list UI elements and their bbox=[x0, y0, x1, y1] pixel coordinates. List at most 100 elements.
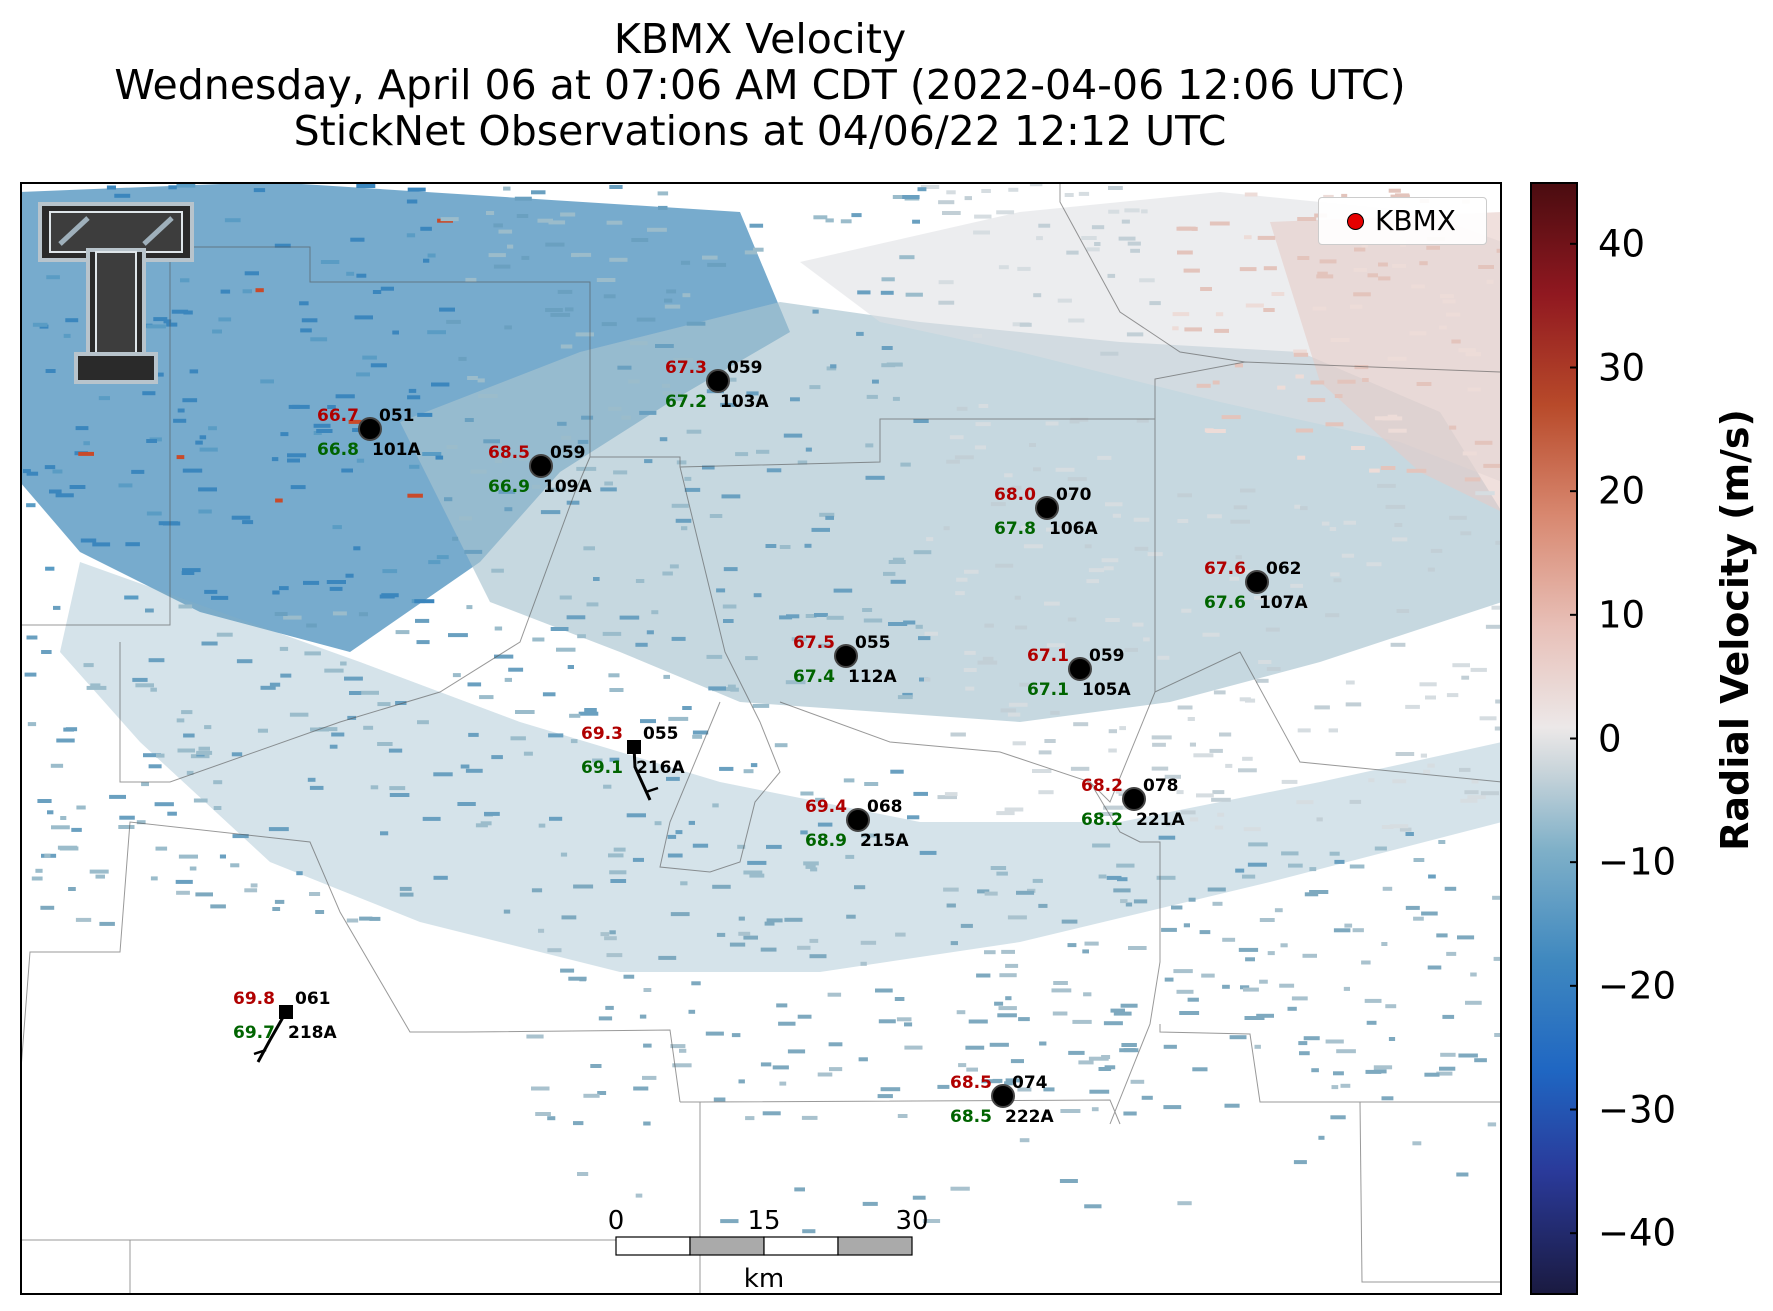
station-107A[interactable]: 67.6 062 67.6 107A bbox=[1204, 559, 1308, 613]
radar-gate bbox=[1310, 380, 1325, 385]
radar-gate bbox=[260, 685, 276, 690]
radar-gate bbox=[729, 942, 746, 947]
radar-gate bbox=[242, 520, 254, 525]
radar-gate bbox=[178, 604, 193, 609]
radar-gate bbox=[826, 615, 844, 620]
radar-gate bbox=[1052, 1011, 1068, 1016]
station-218A[interactable]: 69.8 061 69.7 218A bbox=[233, 989, 337, 1063]
radar-gate bbox=[436, 555, 449, 560]
radar-gate bbox=[865, 443, 874, 448]
radar-gate bbox=[362, 355, 377, 360]
radar-gate bbox=[1163, 1044, 1177, 1049]
radar-gate bbox=[1259, 918, 1275, 922]
radar-gate bbox=[602, 631, 622, 636]
radar-gate bbox=[1184, 327, 1202, 332]
radar-gate bbox=[439, 307, 455, 312]
radar-gate bbox=[655, 344, 674, 348]
radar-gate bbox=[713, 1097, 726, 1102]
radar-gate bbox=[632, 857, 644, 862]
radar-map[interactable]: 66.7 051 66.8 101A 67.3 059 67.2 103A 68.5 059 66.… bbox=[20, 182, 1502, 1295]
colorbar-tick-label: −30 bbox=[1598, 1088, 1677, 1131]
station-circle-icon bbox=[358, 417, 382, 441]
radar-gate bbox=[31, 876, 43, 881]
radar-gate bbox=[1243, 827, 1261, 832]
radar-gate bbox=[557, 421, 567, 426]
radar-gate bbox=[49, 489, 62, 494]
radar-gate bbox=[290, 485, 306, 490]
radar-gate bbox=[550, 312, 571, 317]
radar-gate bbox=[195, 440, 203, 445]
radar-gate bbox=[1029, 443, 1036, 447]
radar-gate bbox=[1067, 477, 1087, 482]
radar-gate bbox=[617, 365, 632, 370]
radar-gate bbox=[1213, 690, 1226, 695]
radar-gate bbox=[1325, 613, 1340, 618]
station-216A[interactable]: 69.3 055 69.1 216A bbox=[581, 724, 685, 801]
radar-gate bbox=[575, 332, 594, 337]
radar-gate bbox=[875, 988, 893, 993]
radar-gate bbox=[688, 1009, 696, 1014]
radar-gate bbox=[1446, 693, 1459, 698]
radar-gate bbox=[922, 1219, 941, 1223]
radar-gate bbox=[1385, 1004, 1397, 1009]
station-109A[interactable]: 68.5 059 66.9 109A bbox=[488, 443, 592, 497]
radar-gate bbox=[866, 394, 878, 399]
radar-gate bbox=[990, 866, 1007, 870]
radar-gate bbox=[712, 803, 719, 808]
radar-gate bbox=[557, 289, 573, 294]
radar-gate bbox=[1094, 242, 1101, 246]
radar-gate bbox=[675, 830, 683, 835]
texas-tech-logo-icon bbox=[38, 202, 194, 384]
radar-gate bbox=[523, 751, 533, 756]
radar-gate bbox=[1459, 767, 1471, 772]
radar-gate bbox=[158, 521, 179, 526]
radar-gate bbox=[573, 1121, 584, 1126]
radar-gate bbox=[1304, 892, 1319, 897]
radar-gate bbox=[460, 764, 470, 769]
radar-gate bbox=[274, 612, 288, 616]
radar-gate bbox=[1098, 812, 1118, 816]
station-101A[interactable]: 66.7 051 66.8 101A bbox=[317, 406, 421, 460]
station-103A[interactable]: 67.3 059 67.2 103A bbox=[665, 358, 769, 412]
station-112A[interactable]: 67.5 055 67.4 112A bbox=[793, 633, 897, 687]
radar-gate bbox=[230, 863, 240, 868]
radar-gate bbox=[131, 469, 145, 474]
radar-gate bbox=[1060, 1109, 1081, 1113]
radar-gate bbox=[644, 459, 653, 464]
radar-gate bbox=[304, 651, 321, 656]
radar-gate bbox=[168, 185, 177, 190]
station-wind-dir: 068 bbox=[867, 797, 903, 817]
scale-tick-0: 0 bbox=[608, 1206, 625, 1236]
radar-gate bbox=[1293, 349, 1307, 354]
station-222A[interactable]: 68.5 074 68.5 222A bbox=[950, 1073, 1054, 1127]
radar-gate bbox=[1000, 708, 1017, 713]
radar-gate bbox=[250, 883, 258, 888]
scale-unit: km bbox=[744, 1264, 784, 1294]
station-215A[interactable]: 69.4 068 68.9 215A bbox=[805, 797, 909, 851]
radar-gate bbox=[892, 396, 900, 401]
radar-gate bbox=[1091, 1107, 1099, 1112]
radar-gate bbox=[950, 941, 958, 946]
station-221A[interactable]: 68.2 078 68.2 221A bbox=[1081, 776, 1185, 830]
station-temperature: 68.5 bbox=[488, 443, 530, 463]
radar-gate bbox=[47, 810, 54, 815]
radar-gate bbox=[560, 968, 575, 973]
radar-gate bbox=[814, 613, 828, 617]
radar-gate bbox=[488, 253, 506, 258]
radar-gate bbox=[1161, 927, 1177, 932]
radar-gate bbox=[920, 185, 940, 189]
radar-gate bbox=[619, 615, 640, 620]
station-106A[interactable]: 68.0 070 67.8 106A bbox=[994, 485, 1098, 539]
radar-gate bbox=[1442, 1014, 1455, 1019]
station-circle-icon bbox=[1068, 657, 1092, 681]
radar-gate bbox=[521, 255, 530, 260]
radar-gate bbox=[958, 1063, 967, 1068]
radar-gate bbox=[353, 546, 361, 551]
radar-gate bbox=[280, 432, 289, 437]
radar-gate bbox=[548, 733, 564, 738]
station-105A[interactable]: 67.1 059 67.1 105A bbox=[1027, 646, 1131, 700]
radar-gate bbox=[275, 498, 283, 503]
radar-gate bbox=[1011, 485, 1022, 490]
radar-gate bbox=[347, 715, 357, 720]
radar-gate bbox=[864, 782, 879, 786]
